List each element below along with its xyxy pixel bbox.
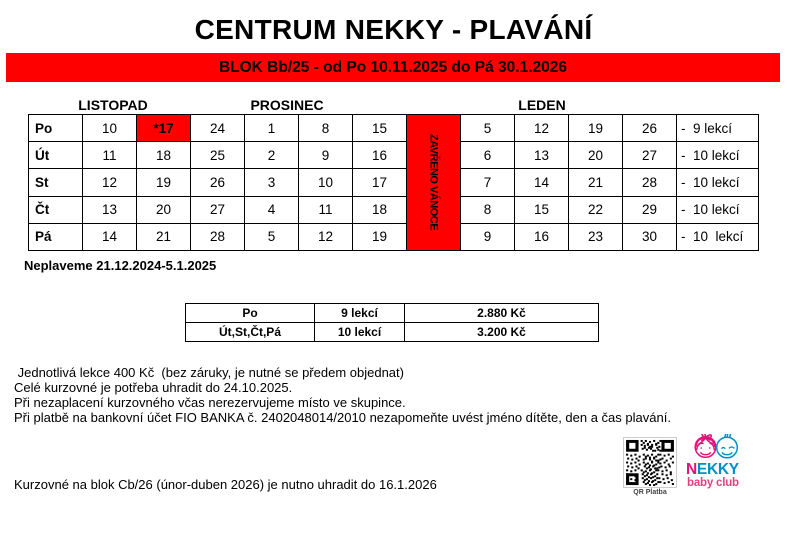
svg-text:NEKKY: NEKKY (686, 461, 740, 478)
svg-text:baby club: baby club (687, 477, 739, 489)
